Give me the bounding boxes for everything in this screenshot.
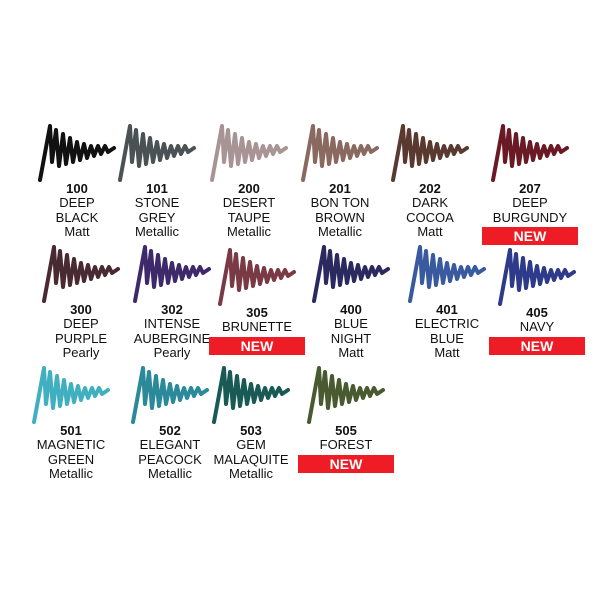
- new-badge: NEW: [482, 227, 578, 245]
- shade-code: 202: [419, 181, 441, 196]
- shade-name: DEEP: [63, 316, 99, 331]
- shade-code: 207: [519, 181, 541, 196]
- swatch-item-502: 502 ELEGANT PEACOCK Metallic: [115, 364, 225, 482]
- swatch-item-501: 501 MAGNETIC GREEN Metallic: [16, 364, 126, 482]
- swatch-item-302: 302 INTENSE AUBERGINE Pearly: [117, 243, 227, 361]
- shade-code: 300: [70, 302, 92, 317]
- shade-name: BROWN: [315, 209, 365, 225]
- pencil-swatch: [118, 124, 196, 182]
- pencil-swatch: [301, 124, 379, 182]
- pencil-swatch: [210, 124, 288, 182]
- shade-finish: Pearly: [153, 345, 191, 360]
- swatch-item-200: 200 DESERT TAUPE Metallic: [194, 122, 304, 240]
- shade-code: 401: [436, 302, 458, 317]
- shade-finish: Matt: [64, 224, 90, 239]
- shade-name: BURGUNDY: [492, 209, 568, 225]
- shade-name: BON TON: [310, 195, 370, 210]
- pencil-swatch: [218, 248, 296, 306]
- shade-name: BRUNETTE: [221, 319, 293, 334]
- shade-name: GREEN: [47, 451, 95, 467]
- shade-name: FOREST: [319, 437, 373, 452]
- shade-name: BLUE: [430, 330, 464, 346]
- shade-name: INTENSE: [143, 316, 201, 331]
- shade-code: 100: [66, 181, 88, 196]
- pencil-swatch: [307, 366, 385, 424]
- swatch-item-100: 100 DEEP BLACK Matt: [22, 122, 132, 240]
- pencil-swatch: [491, 124, 569, 182]
- shade-code: 501: [60, 423, 82, 438]
- shade-name: GEM: [236, 437, 266, 452]
- shade-finish: Metallic: [147, 466, 193, 481]
- pencil-swatch: [391, 124, 469, 182]
- pencil-swatch: [133, 245, 211, 303]
- shade-name: DEEP: [59, 195, 95, 210]
- shade-name: MALAQUITE: [213, 451, 289, 467]
- shade-name: AUBERGINE: [133, 330, 211, 346]
- pencil-swatch: [38, 124, 116, 182]
- shade-finish: Metallic: [317, 224, 363, 239]
- pencil-swatch: [312, 245, 390, 303]
- swatch-item-300: 300 DEEP PURPLE Pearly: [26, 243, 136, 361]
- shade-finish: Matt: [338, 345, 364, 360]
- shade-finish: Metallic: [134, 224, 180, 239]
- shade-name: STONE: [134, 195, 180, 210]
- swatch-item-405: 405 NAVY NEW: [482, 246, 592, 356]
- new-badge: NEW: [489, 336, 585, 355]
- new-badge: NEW: [298, 454, 394, 473]
- shade-code: 405: [526, 305, 548, 320]
- shade-name: PEACOCK: [138, 451, 202, 467]
- pencil-swatch: [498, 248, 576, 306]
- shade-code: 200: [238, 181, 260, 196]
- swatch-item-202: 202 DARK COCOA Matt: [375, 122, 485, 240]
- shade-code: 400: [340, 302, 362, 317]
- shade-name: DEEP: [512, 195, 548, 210]
- swatch-item-401: 401 ELECTRIC BLUE Matt: [392, 243, 502, 361]
- shade-code: 502: [159, 423, 181, 438]
- shade-name: NAVY: [519, 319, 555, 334]
- shade-finish: Matt: [434, 345, 460, 360]
- shade-finish: Pearly: [62, 345, 100, 360]
- shade-name: NIGHT: [330, 330, 372, 346]
- shade-name: COCOA: [406, 209, 454, 225]
- swatch-item-207: 207 DEEP BURGUNDY NEW: [475, 122, 585, 246]
- swatch-item-305: 305 BRUNETTE NEW: [202, 246, 312, 356]
- pencil-swatch: [408, 245, 486, 303]
- shade-code: 201: [329, 181, 351, 196]
- shade-name: DESERT: [222, 195, 276, 210]
- shade-name: DARK: [411, 195, 449, 210]
- shade-code: 101: [146, 181, 168, 196]
- shade-name: GREY: [138, 209, 176, 225]
- swatch-item-400: 400 BLUE NIGHT Matt: [296, 243, 406, 361]
- pencil-swatch: [131, 366, 209, 424]
- pencil-swatch: [42, 245, 120, 303]
- shade-finish: Matt: [417, 224, 443, 239]
- shade-name: MAGNETIC: [36, 437, 106, 452]
- shade-finish: Metallic: [48, 466, 94, 481]
- shade-name: BLUE: [334, 316, 368, 331]
- shade-code: 505: [335, 423, 357, 438]
- shade-finish: Metallic: [226, 224, 272, 239]
- swatch-item-101: 101 STONE GREY Metallic: [102, 122, 212, 240]
- shade-name: ELEGANT: [139, 437, 201, 452]
- shade-name: PURPLE: [54, 330, 108, 346]
- shade-name: TAUPE: [227, 209, 271, 225]
- swatch-item-505: 505 FOREST NEW: [291, 364, 401, 474]
- shade-name: BLACK: [55, 209, 99, 225]
- shade-code: 305: [246, 305, 268, 320]
- shade-name: ELECTRIC: [414, 316, 480, 331]
- new-badge: NEW: [209, 336, 305, 355]
- swatch-item-503: 503 GEM MALAQUITE Metallic: [196, 364, 306, 482]
- shade-finish: Metallic: [228, 466, 274, 481]
- pencil-swatch: [32, 366, 110, 424]
- shade-code: 503: [240, 423, 262, 438]
- pencil-swatch: [212, 366, 290, 424]
- shade-code: 302: [161, 302, 183, 317]
- swatch-item-201: 201 BON TON BROWN Metallic: [285, 122, 395, 240]
